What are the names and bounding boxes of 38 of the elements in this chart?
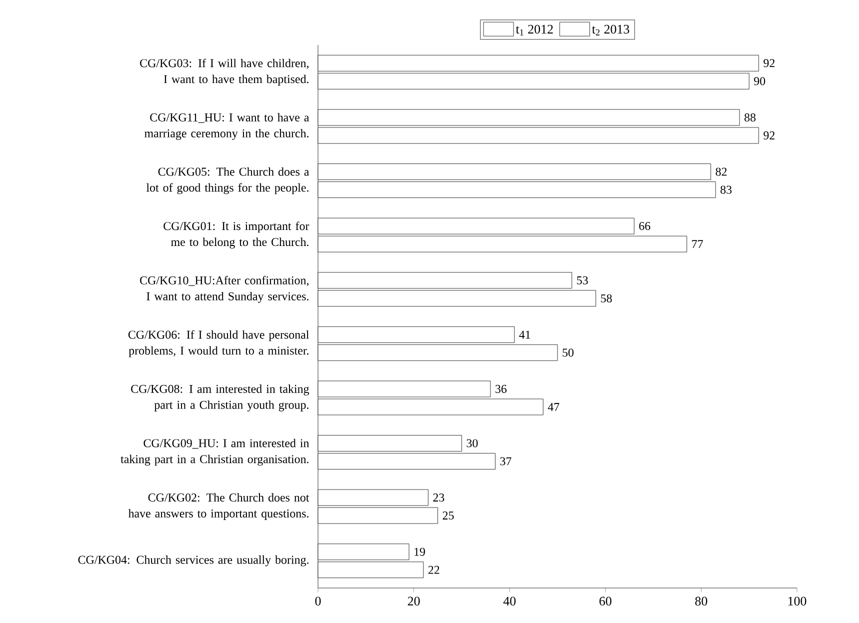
data-label: 37 — [500, 457, 512, 466]
y-tick-label: CG/KG10_HU:After confirmation, I want to attend Sunday services. — [140, 276, 308, 303]
data-label: 82 — [716, 168, 727, 176]
data-label: 77 — [692, 240, 703, 248]
data-label: 58 — [601, 294, 612, 302]
y-tick-label: CG/KG11_HU: I want to have a marriage ceremony in the church. — [144, 113, 310, 140]
x-tick-label: 40 — [503, 596, 516, 606]
data-label: 53 — [577, 276, 588, 284]
data-label: 83 — [720, 186, 732, 194]
legend-label: t$_{2}$ 2013 — [592, 24, 630, 36]
x-tick-label: 0 — [315, 596, 321, 606]
data-label: 36 — [496, 384, 507, 393]
data-label: 50 — [562, 348, 574, 357]
y-tick-label: CG/KG01: It is important for me to belong to the Church. — [164, 222, 310, 249]
y-tick-label: CG/KG03: If I will have children, I want to have them baptised. — [140, 58, 308, 86]
y-tick-label: CG/KG04: Church services are usually boring. — [78, 555, 308, 566]
data-label: 92 — [764, 59, 774, 68]
y-tick-label: CG/KG06: If I should have personal problems, I would turn to a minister. — [128, 330, 309, 358]
data-label: 41 — [519, 330, 530, 339]
data-label: 30 — [466, 439, 478, 448]
x-tick-label: 60 — [599, 596, 612, 606]
x-tick-label: 20 — [408, 596, 420, 606]
x-tick-label: 100 — [788, 596, 806, 606]
data-label: 19 — [414, 548, 425, 556]
data-label: 88 — [744, 113, 756, 122]
data-label: 23 — [433, 494, 444, 502]
data-label: 22 — [428, 566, 440, 574]
legend-label: t$_{1}$ 2012 — [516, 24, 553, 36]
data-label: 92 — [764, 131, 774, 140]
data-label: 47 — [548, 403, 560, 411]
y-tick-label: CG/KG08: I am interested in taking part in a Christian youth group. — [131, 384, 310, 412]
y-tick-label: CG/KG09_HU: I am interested in taking part in a Christian organisation. — [120, 438, 310, 466]
data-label: 66 — [639, 222, 650, 230]
y-tick-label: CG/KG02: The Church does not have answers to important questions. — [128, 493, 310, 520]
x-tick-label: 80 — [695, 596, 708, 606]
data-label: 25 — [442, 512, 454, 520]
data-label: 90 — [754, 77, 766, 86]
y-tick-label: CG/KG05: The Church does a lot of good things for the people. — [146, 167, 310, 194]
